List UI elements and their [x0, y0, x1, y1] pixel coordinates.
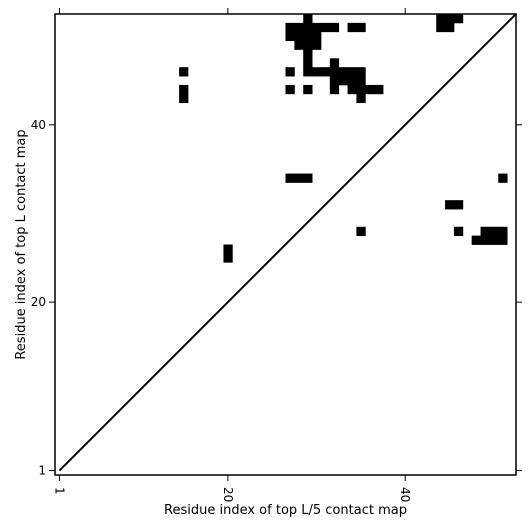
contact-cell	[312, 22, 322, 33]
contact-cell	[338, 76, 348, 86]
contact-cell	[179, 84, 189, 95]
contact-cell	[329, 67, 340, 77]
contact-cell	[480, 235, 490, 245]
contact-cell	[329, 84, 340, 95]
contact-cell	[285, 173, 295, 183]
contact-cell	[356, 93, 366, 104]
contact-cell	[179, 67, 189, 77]
contact-cell	[303, 49, 313, 59]
contact-cell	[489, 235, 499, 245]
contact-cell	[356, 226, 366, 237]
contact-cell	[445, 200, 455, 210]
contact-cell	[453, 200, 464, 210]
contact-cell	[303, 22, 313, 33]
contact-cell	[347, 84, 357, 95]
contact-cell	[347, 22, 357, 33]
contact-cell	[285, 22, 295, 33]
y-axis-label: Residue index of top L contact map	[14, 129, 29, 359]
contact-cell	[329, 22, 340, 33]
contact-cell	[453, 226, 464, 237]
axis-ticks: 1 20 40 1 20 40	[31, 8, 522, 502]
diagonal-line	[58, 13, 517, 472]
contact-cell	[285, 67, 295, 77]
contact-cell	[223, 253, 233, 263]
contact-cell	[356, 67, 366, 77]
y-tick-label: 20	[31, 295, 46, 309]
contact-cells	[179, 14, 508, 263]
contact-cell	[445, 22, 455, 33]
contact-cell	[303, 84, 313, 95]
contact-cell	[436, 22, 446, 33]
contact-cell	[294, 22, 304, 33]
contact-cell	[320, 22, 331, 33]
contact-cell	[356, 84, 366, 95]
contact-cell	[303, 58, 313, 68]
contact-cell	[294, 40, 304, 50]
x-tick-label: 20	[221, 487, 235, 502]
x-tick-label: 1	[52, 487, 66, 495]
contact-cell	[179, 93, 189, 104]
contact-cell	[356, 22, 366, 33]
contact-cell	[365, 84, 375, 95]
contact-cell	[445, 14, 455, 24]
contact-cell	[223, 244, 233, 254]
y-tick-label: 40	[31, 118, 46, 132]
plot-frame	[54, 13, 517, 476]
contact-cell	[347, 76, 357, 86]
contact-cell	[498, 173, 508, 183]
contact-cell	[303, 67, 313, 77]
x-axis-label: Residue index of top L/5 contact map	[164, 503, 407, 518]
contact-cell	[498, 235, 508, 245]
contact-cell	[329, 58, 340, 68]
contact-cell	[338, 67, 348, 77]
contact-cell	[436, 14, 446, 24]
contact-cell	[374, 84, 384, 95]
contact-cell	[312, 40, 322, 50]
contact-cell	[356, 76, 366, 86]
contact-cell	[285, 31, 295, 41]
contact-cell	[303, 31, 313, 41]
x-tick-label: 40	[398, 487, 412, 502]
contact-cell	[347, 67, 357, 77]
contact-cell	[312, 31, 322, 41]
contact-cell	[285, 84, 295, 95]
contact-cell	[303, 14, 313, 24]
contact-cell	[320, 67, 331, 77]
contact-cell	[303, 40, 313, 50]
contact-cell	[312, 67, 322, 77]
contact-cell	[329, 76, 340, 86]
contact-cell	[294, 31, 304, 41]
y-tick-label: 1	[38, 464, 46, 478]
contact-cell	[294, 173, 304, 183]
contact-cell	[471, 235, 481, 245]
contact-cell	[498, 226, 508, 237]
contact-cell	[489, 226, 499, 237]
contact-cell	[303, 173, 313, 183]
contact-cell	[480, 226, 490, 237]
contact-cell	[453, 14, 464, 24]
